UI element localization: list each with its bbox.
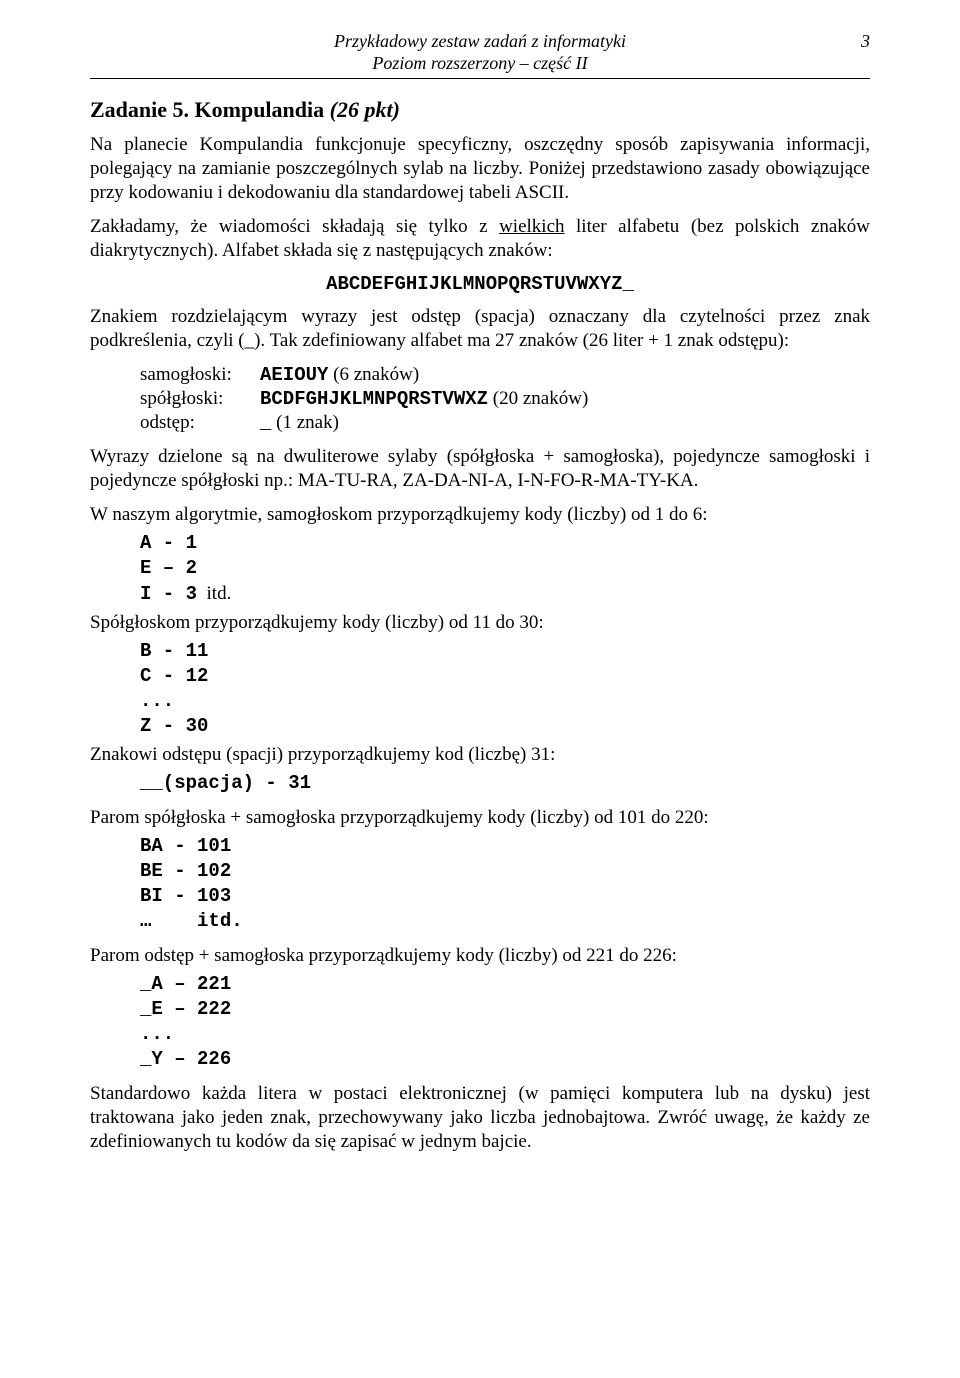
code-cv: BA - 101 BE - 102 BI - 103 … itd. [140, 834, 870, 934]
code-vowels-itd: itd. [197, 583, 231, 604]
paragraph-separator: Znakiem rozdzielającym wyrazy jest odstę… [90, 305, 870, 353]
task-title-text: Zadanie 5. Kompulandia [90, 97, 330, 122]
p2-pre: Zakładamy, że wiadomości składają się ty… [90, 216, 499, 237]
def-consonants-note: (20 znaków) [488, 388, 588, 409]
paragraph-sv-codes: Parom odstęp + samogłoska przyporządkuje… [90, 944, 870, 968]
paragraph-consonant-codes: Spółgłoskom przyporządkujemy kody (liczb… [90, 611, 870, 635]
def-vowels-note: (6 znaków) [328, 364, 419, 385]
alphabet-display: ABCDEFGHIJKLMNOPQRSTUVWXYZ_ [90, 273, 870, 295]
paragraph-space-code: Znakowi odstępu (spacji) przyporządkujem… [90, 743, 870, 767]
page-number: 3 [861, 30, 870, 52]
def-space-note: (1 znak) [271, 412, 339, 433]
def-space-code: _ [260, 412, 271, 434]
task-title: Zadanie 5. Kompulandia (26 pkt) [90, 97, 870, 123]
header-line1: Przykładowy zestaw zadań z informatyki [90, 30, 870, 52]
def-consonants-value: BCDFGHJKLMNPQRSTVWXZ (20 znaków) [260, 387, 870, 411]
code-vowels: A - 1 E – 2 I - 3 itd. [140, 531, 870, 607]
page-header: Przykładowy zestaw zadań z informatyki P… [90, 30, 870, 74]
code-vowels-lines: A - 1 E – 2 I - 3 [140, 532, 197, 605]
def-vowels: samogłoski: AEIOUY (6 znaków) [140, 363, 870, 387]
def-vowels-code: AEIOUY [260, 364, 328, 386]
header-divider [90, 78, 870, 79]
def-vowels-label: samogłoski: [140, 363, 260, 387]
def-space-label: odstęp: [140, 411, 260, 435]
def-consonants: spółgłoski: BCDFGHJKLMNPQRSTVWXZ (20 zna… [140, 387, 870, 411]
def-consonants-label: spółgłoski: [140, 387, 260, 411]
def-consonants-code: BCDFGHJKLMNPQRSTVWXZ [260, 388, 488, 410]
def-space-value: _ (1 znak) [260, 411, 870, 435]
p2-underlined: wielkich [499, 216, 564, 237]
code-space: __(spacja) - 31 [140, 771, 870, 796]
def-space: odstęp: _ (1 znak) [140, 411, 870, 435]
def-vowels-value: AEIOUY (6 znaków) [260, 363, 870, 387]
code-consonants: B - 11 C - 12 ... Z - 30 [140, 639, 870, 739]
task-points: (26 pkt) [330, 97, 400, 122]
paragraph-cv-codes: Parom spółgłoska + samogłoska przyporząd… [90, 806, 870, 830]
paragraph-syllables: Wyrazy dzielone są na dwuliterowe sylaby… [90, 445, 870, 493]
page-container: Przykładowy zestaw zadań z informatyki P… [0, 0, 960, 1378]
definitions-block: samogłoski: AEIOUY (6 znaków) spółgłoski… [140, 363, 870, 435]
code-sv: _A – 221 _E – 222 ... _Y – 226 [140, 972, 870, 1072]
paragraph-final: Standardowo każda litera w postaci elekt… [90, 1082, 870, 1154]
header-line2: Poziom rozszerzony – część II [90, 52, 870, 74]
paragraph-alphabet-intro: Zakładamy, że wiadomości składają się ty… [90, 215, 870, 263]
paragraph-vowel-codes: W naszym algorytmie, samogłoskom przypor… [90, 503, 870, 527]
paragraph-intro: Na planecie Kompulandia funkcjonuje spec… [90, 133, 870, 205]
